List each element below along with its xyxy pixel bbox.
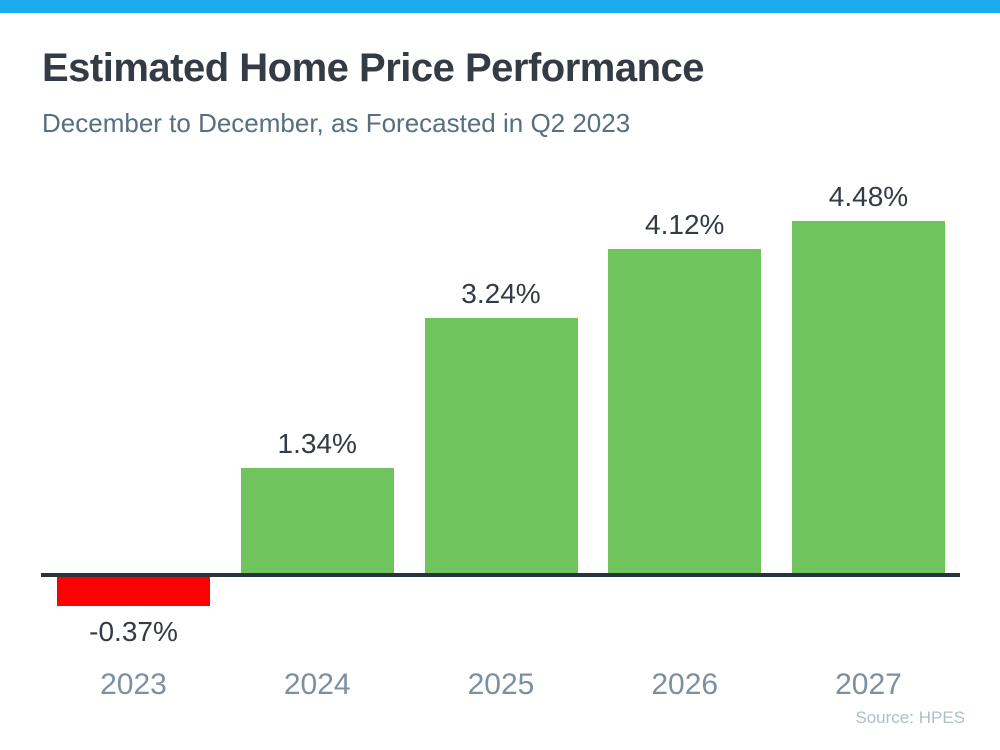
x-tick-label-2023: 2023 [100,668,167,701]
bar-value-label-2026: 4.12% [645,209,725,240]
bar-value-label-2023: -0.37% [89,616,178,647]
chart-title: Estimated Home Price Performance [42,46,705,90]
top-accent-bar [0,0,1000,13]
chart-subtitle: December to December, as Forecasted in Q… [42,108,631,138]
x-tick-label-2027: 2027 [835,668,902,701]
bar-value-label-2025: 3.24% [461,278,541,309]
x-tick-label-2024: 2024 [283,668,351,701]
bar-2025 [424,318,578,573]
x-tick-label-2026: 2026 [651,668,719,701]
source-note: Source: HPES [855,708,965,727]
bar-2026 [608,249,762,573]
x-tick-label-2025: 2025 [467,668,535,701]
bar-2027 [792,221,945,573]
bar-value-label-2027: 4.48% [828,181,909,212]
bar-2023 [57,577,210,606]
bar-2024 [240,468,394,573]
x-axis-line [41,573,960,577]
bar-value-label-2024: 1.34% [277,428,357,459]
